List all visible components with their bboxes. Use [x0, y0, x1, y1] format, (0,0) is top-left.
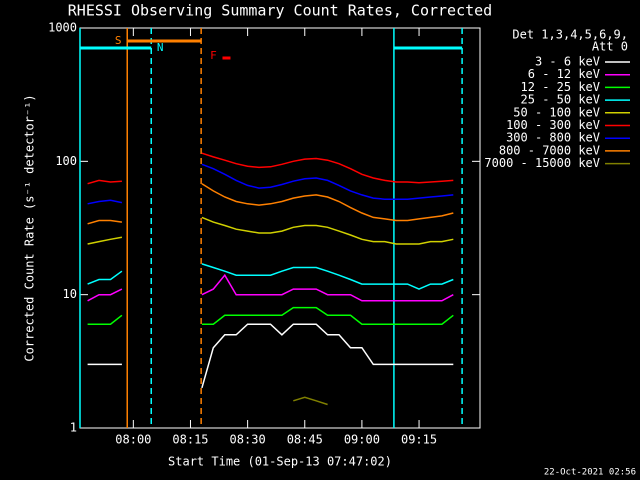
legend-label: 12 - 25 keV [521, 80, 600, 94]
x-tick-label: 09:00 [344, 433, 380, 447]
flag-label: S [115, 34, 122, 47]
x-tick-label: 08:15 [172, 433, 208, 447]
plot-frame [79, 27, 481, 429]
y-axis-label: Corrected Count Rate (s⁻¹ detector⁻¹) [23, 94, 37, 361]
series-line [87, 152, 454, 185]
series-line [87, 323, 454, 389]
series-line [87, 216, 454, 245]
series-line [87, 273, 454, 302]
flag-label: F [210, 49, 217, 62]
x-tick-label: 08:30 [230, 433, 266, 447]
x-tick-label: 08:45 [287, 433, 323, 447]
legend-title: Det 1,3,4,5,6,9, [512, 28, 628, 42]
legend-title: Att 0 [592, 40, 628, 54]
series-line [87, 163, 454, 205]
series-line [87, 183, 454, 225]
footer: 22-Oct-2021 02:56 [544, 468, 636, 478]
legend-label: 100 - 300 keV [506, 118, 600, 132]
legend-label: 25 - 50 keV [521, 93, 600, 107]
y-tick-label: 100 [55, 154, 77, 168]
y-tick-label: 1000 [48, 21, 77, 35]
legend-label: 6 - 12 keV [528, 67, 600, 81]
series-line [293, 396, 328, 406]
legend-label: 300 - 800 keV [506, 131, 600, 145]
legend-label: 3 - 6 keV [535, 55, 600, 69]
y-tick-label: 10 [63, 287, 77, 301]
x-axis-label: Start Time (01-Sep-13 07:47:02) [168, 455, 392, 469]
flag-label: N [157, 41, 164, 54]
legend-label: 7000 - 15000 keV [484, 156, 600, 170]
x-tick-label: 09:15 [401, 433, 437, 447]
x-tick-label: 08:00 [115, 433, 151, 447]
series-line [87, 306, 454, 325]
chart-title: RHESSI Observing Summary Count Rates, Co… [68, 2, 492, 20]
y-tick-label: 1 [70, 421, 77, 435]
legend-label: 800 - 7000 keV [499, 143, 600, 157]
legend-label: 50 - 100 keV [513, 105, 600, 119]
series-line [87, 263, 454, 290]
